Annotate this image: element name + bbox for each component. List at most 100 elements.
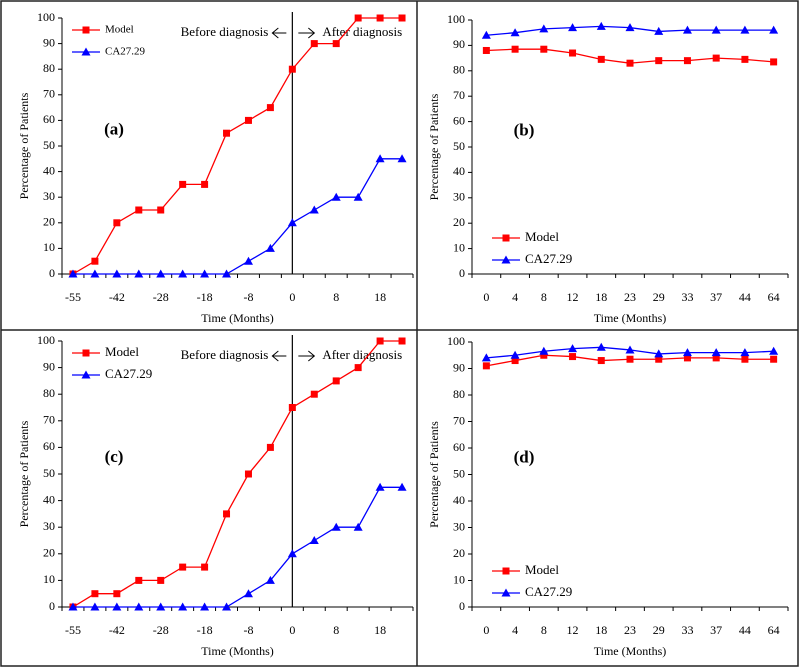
marker xyxy=(287,549,297,558)
x-tick-label: 18 xyxy=(595,623,607,637)
marker xyxy=(510,350,520,359)
x-tick-label: 0 xyxy=(483,623,489,637)
x-tick-label: 33 xyxy=(681,290,693,304)
marker xyxy=(288,404,296,411)
y-tick-label: 10 xyxy=(43,572,55,586)
x-tick-label: 0 xyxy=(289,623,295,637)
x-tick-label: -8 xyxy=(243,623,253,637)
y-tick-label: 0 xyxy=(459,266,465,280)
y-tick-label: 20 xyxy=(43,215,55,229)
marker xyxy=(332,377,340,385)
marker xyxy=(682,25,692,34)
y-tick-label: 30 xyxy=(43,519,55,533)
marker xyxy=(482,46,490,54)
marker xyxy=(81,370,91,379)
x-tick-label: 4 xyxy=(512,290,518,304)
x-tick-label: 23 xyxy=(624,623,636,637)
y-tick-label: 40 xyxy=(43,492,55,506)
marker xyxy=(712,54,720,62)
marker xyxy=(288,65,296,73)
marker xyxy=(711,25,721,34)
marker xyxy=(265,243,275,252)
marker xyxy=(398,337,406,345)
marker xyxy=(625,23,635,32)
x-axis-label: Time (Months) xyxy=(201,311,274,325)
y-tick-label: 40 xyxy=(453,493,465,507)
marker xyxy=(90,602,100,611)
series-line xyxy=(72,17,403,275)
x-tick-label: -42 xyxy=(109,290,125,304)
marker xyxy=(654,26,664,35)
y-tick-label: 10 xyxy=(453,240,465,254)
y-tick-label: 10 xyxy=(43,240,55,254)
marker xyxy=(375,482,385,491)
arrow xyxy=(298,27,316,39)
y-tick-label: 100 xyxy=(37,333,55,347)
marker xyxy=(501,255,511,264)
marker xyxy=(309,205,319,214)
marker xyxy=(740,25,750,34)
marker xyxy=(90,269,100,278)
annotation: Before diagnosis xyxy=(181,347,269,362)
marker xyxy=(332,40,340,48)
marker xyxy=(597,357,605,365)
legend-label: CA27.29 xyxy=(105,366,152,381)
marker xyxy=(539,346,549,355)
y-tick-label: 30 xyxy=(453,519,465,533)
x-tick-label: 29 xyxy=(653,623,665,637)
marker xyxy=(113,219,121,227)
y-axis-label: Percentage of Patients xyxy=(17,92,31,199)
legend-label: CA27.29 xyxy=(525,251,572,266)
series-line xyxy=(72,340,403,608)
annotation: Before diagnosis xyxy=(181,24,269,39)
marker xyxy=(287,218,297,227)
marker xyxy=(769,25,779,34)
x-axis-label: Time (Months) xyxy=(201,644,274,658)
y-tick-label: 60 xyxy=(43,112,55,126)
marker xyxy=(331,192,341,201)
marker xyxy=(741,355,749,363)
marker xyxy=(178,602,188,611)
marker xyxy=(540,351,548,359)
x-tick-label: 44 xyxy=(739,623,751,637)
marker xyxy=(134,269,144,278)
x-tick-label: 8 xyxy=(541,623,547,637)
x-tick-label: -55 xyxy=(65,290,81,304)
marker xyxy=(482,362,490,370)
y-tick-label: 90 xyxy=(453,360,465,374)
marker xyxy=(266,443,274,451)
x-tick-label: 18 xyxy=(595,290,607,304)
y-tick-label: 100 xyxy=(37,10,55,24)
y-tick-label: 90 xyxy=(453,37,465,51)
y-tick-label: 100 xyxy=(447,12,465,26)
marker xyxy=(82,349,90,357)
marker xyxy=(682,348,692,357)
y-tick-label: 80 xyxy=(453,387,465,401)
y-tick-label: 30 xyxy=(453,190,465,204)
legend-label: Model xyxy=(525,562,559,577)
y-tick-label: 70 xyxy=(43,87,55,101)
y-tick-label: 80 xyxy=(453,63,465,77)
marker xyxy=(654,349,664,358)
marker xyxy=(81,47,91,56)
marker xyxy=(82,26,90,34)
marker xyxy=(201,563,209,571)
legend-label: CA27.29 xyxy=(105,46,146,58)
y-tick-label: 60 xyxy=(43,439,55,453)
marker xyxy=(501,588,511,597)
marker xyxy=(683,354,691,362)
x-tick-label: 12 xyxy=(567,290,579,304)
marker xyxy=(244,116,252,124)
marker xyxy=(222,602,232,611)
marker xyxy=(711,348,721,357)
marker xyxy=(201,180,209,188)
marker xyxy=(626,355,634,363)
marker xyxy=(712,354,720,362)
y-tick-label: 40 xyxy=(43,163,55,177)
x-tick-label: 12 xyxy=(567,623,579,637)
marker xyxy=(540,45,548,53)
marker xyxy=(134,602,144,611)
marker xyxy=(310,390,318,398)
marker xyxy=(243,589,253,598)
marker xyxy=(376,337,384,345)
